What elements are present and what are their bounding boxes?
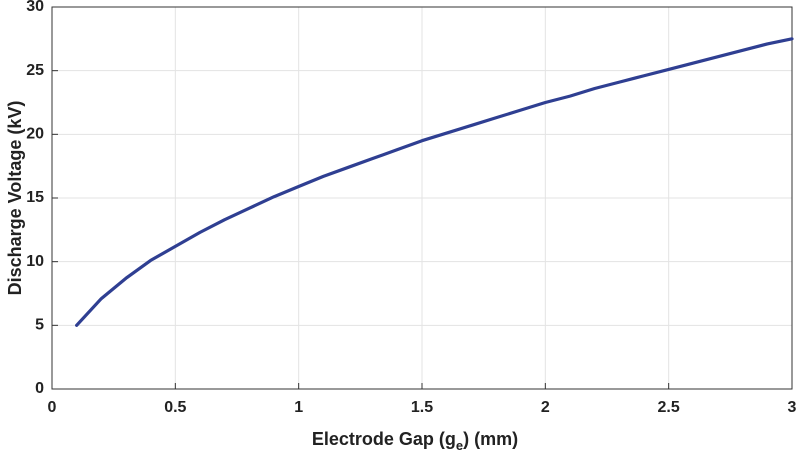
x-tick-label: 3 <box>788 399 797 416</box>
x-label-subscript: e <box>456 438 463 453</box>
x-label-part: ) (mm) <box>463 429 518 449</box>
x-tick-label: 0.5 <box>164 399 186 416</box>
y-axis-label: Discharge Voltage (kV) <box>5 101 25 296</box>
x-tick-label: 2.5 <box>658 399 680 416</box>
y-tick-label: 25 <box>26 62 44 79</box>
data-line <box>75 37 794 327</box>
y-tick-label: 20 <box>26 126 44 143</box>
y-tick-label: 0 <box>35 380 44 397</box>
x-tick-label: 1 <box>294 399 303 416</box>
y-tick-label: 10 <box>26 253 44 270</box>
plot-frame <box>51 6 793 390</box>
x-label-part: Electrode Gap (g <box>312 429 456 449</box>
y-tick-label: 15 <box>26 189 44 206</box>
x-tick-label: 0 <box>48 399 57 416</box>
y-tick-label: 30 <box>26 0 44 15</box>
x-axis-label: Electrode Gap (ge) (mm) <box>312 429 518 453</box>
x-tick-label: 2 <box>541 399 550 416</box>
y-tick-label: 5 <box>35 317 44 334</box>
x-tick-label: 1.5 <box>411 399 433 416</box>
